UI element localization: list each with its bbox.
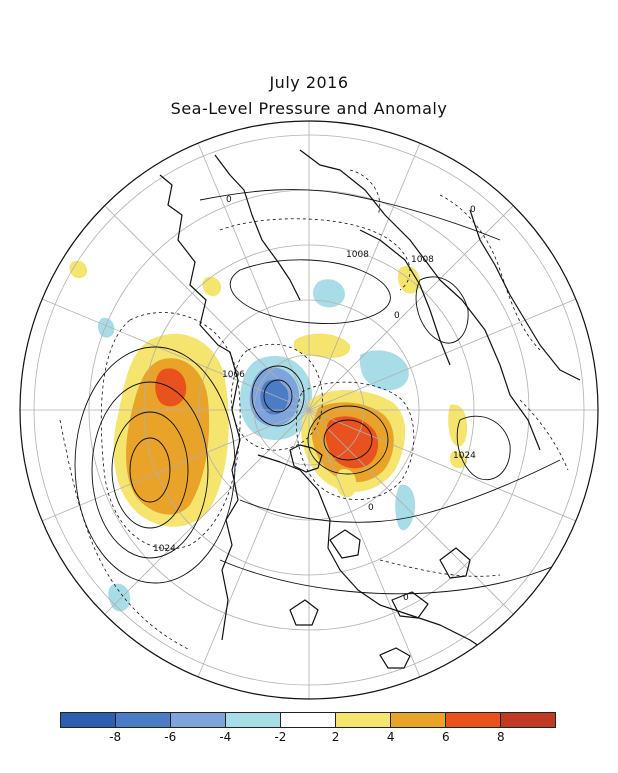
colorbar-bin bbox=[171, 713, 226, 727]
contour-labels: 1008 1008 1006 1024 1024 0 0 0 0 0 bbox=[153, 195, 476, 603]
colorbar bbox=[60, 712, 556, 728]
colorbar-tick-label: -8 bbox=[109, 730, 122, 744]
contour-label-zero-c: 0 bbox=[394, 311, 400, 321]
colorbar-tick-label: -6 bbox=[164, 730, 177, 744]
colorbar-tick-label: 6 bbox=[441, 730, 450, 744]
colorbar-bin bbox=[501, 713, 555, 727]
contour-label-1008-left: 1008 bbox=[346, 250, 369, 260]
coastlines bbox=[159, 149, 581, 669]
colorbar-tick-label: -4 bbox=[219, 730, 232, 744]
colorbar-bin bbox=[391, 713, 446, 727]
colorbar-tick-label: 2 bbox=[331, 730, 340, 744]
contour-label-zero-a: 0 bbox=[226, 195, 232, 205]
colorbar-bin bbox=[61, 713, 116, 727]
colorbar-labels: -8 -6 -4 -2 2 4 6 8 bbox=[60, 730, 556, 746]
map-border bbox=[19, 120, 599, 700]
map-title-block: July 2016 Sea-Level Pressure and Anomaly bbox=[0, 70, 618, 122]
colorbar-bin bbox=[446, 713, 501, 727]
anomaly-contours bbox=[59, 169, 569, 651]
isobars bbox=[74, 189, 591, 595]
contour-label-1024-pacific: 1024 bbox=[153, 544, 176, 554]
contour-label-zero-e: 0 bbox=[368, 503, 374, 513]
colorbar-tick-label: 4 bbox=[386, 730, 395, 744]
contour-label-zero-b: 0 bbox=[470, 205, 476, 215]
contour-label-1008-right: 1008 bbox=[411, 255, 434, 265]
colorbar-bin bbox=[281, 713, 336, 727]
contour-label-1006: 1006 bbox=[222, 370, 245, 380]
contour-label-1024-east: 1024 bbox=[453, 451, 476, 461]
colorbar-tick-label: 8 bbox=[497, 730, 505, 744]
contour-label-zero-d: 0 bbox=[403, 593, 409, 603]
map-subtitle: Sea-Level Pressure and Anomaly bbox=[170, 99, 448, 118]
colorbar-bin bbox=[226, 713, 281, 727]
anomaly-shading bbox=[69, 260, 468, 612]
colorbar-tick-label: -2 bbox=[274, 730, 287, 744]
colorbar-bin bbox=[336, 713, 391, 727]
meridian-grid bbox=[20, 121, 598, 699]
colorbar-bin bbox=[116, 713, 171, 727]
map-title: July 2016 bbox=[269, 73, 349, 92]
